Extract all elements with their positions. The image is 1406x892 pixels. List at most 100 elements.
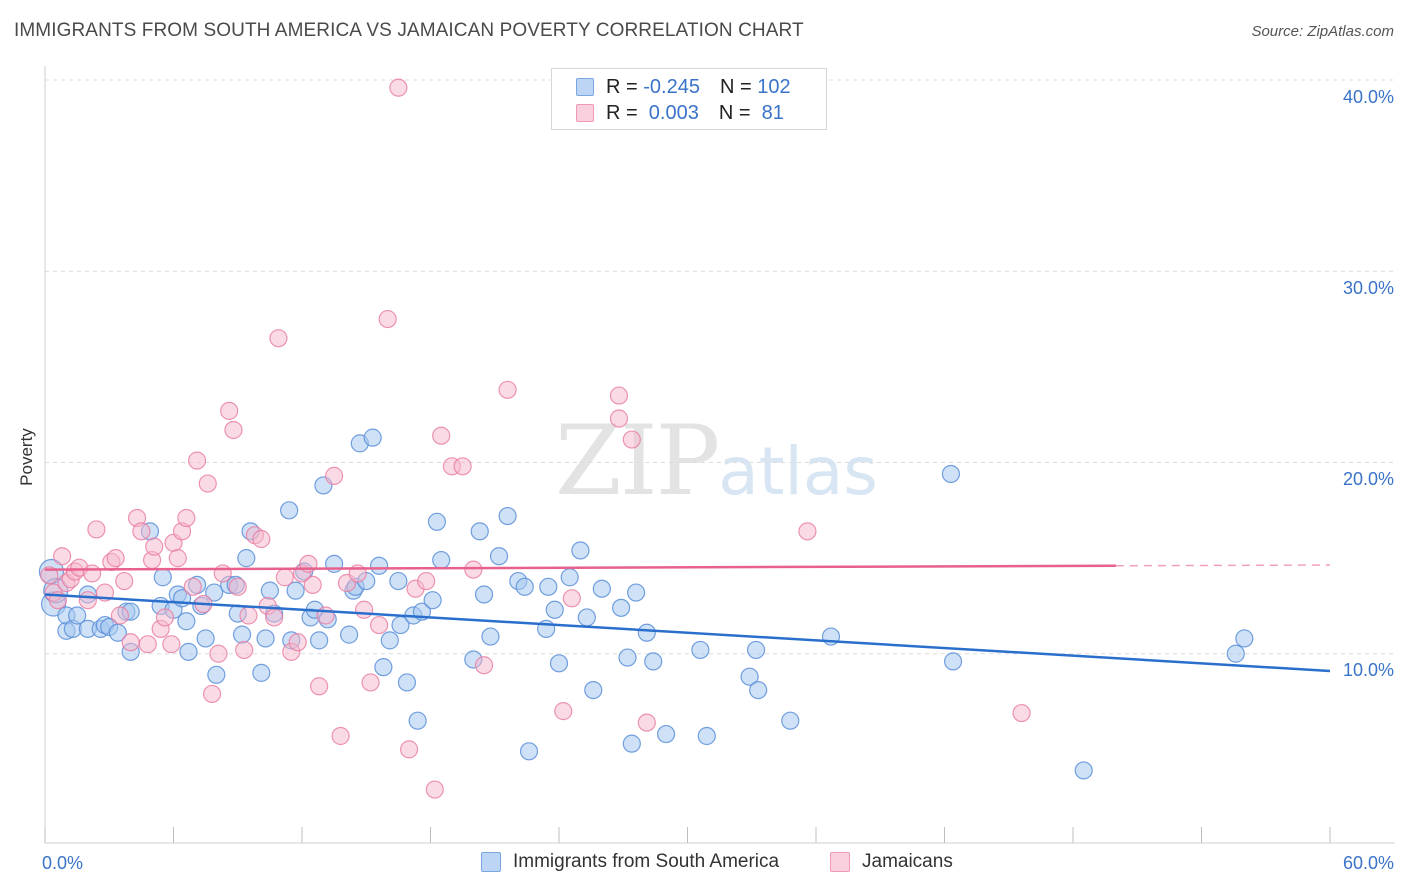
trend-line-jamaicans-extension bbox=[1115, 564, 1331, 567]
point-jamaicans bbox=[798, 522, 817, 541]
point-jamaicans bbox=[275, 568, 294, 587]
y-tick-10: 10.0% bbox=[1342, 660, 1394, 680]
point-jamaicans bbox=[121, 633, 140, 652]
point-jamaicans bbox=[145, 537, 164, 556]
point-jamaicans bbox=[87, 520, 106, 539]
series-jamaicans-points bbox=[40, 78, 1031, 799]
point-south-america bbox=[577, 608, 596, 627]
point-south-america bbox=[397, 673, 417, 692]
x-tick-min: 0.0% bbox=[42, 853, 84, 873]
point-jamaicans bbox=[40, 566, 59, 585]
point-jamaicans bbox=[554, 702, 573, 721]
point-jamaicans bbox=[162, 635, 181, 654]
point-jamaicans bbox=[1012, 703, 1031, 723]
point-south-america bbox=[256, 629, 275, 648]
point-jamaicans bbox=[202, 684, 222, 704]
point-south-america bbox=[280, 501, 299, 520]
point-south-america bbox=[626, 583, 646, 602]
legend-label-jamaicans: Jamaicans bbox=[862, 851, 953, 872]
axes bbox=[44, 66, 1395, 844]
point-jamaicans bbox=[213, 564, 232, 583]
point-jamaicans bbox=[78, 591, 97, 610]
legend-swatch-pink bbox=[830, 852, 850, 872]
point-jamaicans bbox=[235, 640, 254, 660]
legend-label-south-america: Immigrants from South America bbox=[513, 851, 780, 872]
point-jamaicans bbox=[168, 549, 187, 568]
point-south-america bbox=[545, 600, 564, 619]
trend-line-jamaicans bbox=[44, 564, 1116, 571]
y-tick-30: 30.0% bbox=[1342, 278, 1394, 298]
point-south-america bbox=[374, 658, 393, 677]
legend-r-value: 0.003 bbox=[643, 101, 699, 124]
point-south-america bbox=[232, 625, 252, 644]
point-south-america bbox=[432, 550, 451, 570]
point-south-america bbox=[943, 652, 963, 671]
point-south-america bbox=[571, 541, 590, 560]
point-south-america bbox=[310, 631, 329, 650]
point-south-america bbox=[179, 642, 198, 661]
series-legend: Immigrants from South America Jamaicans bbox=[0, 851, 1406, 879]
point-jamaicans bbox=[453, 457, 472, 476]
point-jamaicans bbox=[220, 401, 239, 420]
legend-row-south-america: R = -0.245 N = 102 bbox=[576, 74, 791, 100]
watermark: ZIPatlas bbox=[555, 405, 878, 517]
point-jamaicans bbox=[187, 451, 207, 470]
point-south-america bbox=[560, 568, 579, 587]
point-south-america bbox=[618, 648, 637, 667]
legend-item-south-america: Immigrants from South America bbox=[481, 851, 779, 873]
point-jamaicans bbox=[622, 430, 641, 449]
point-jamaicans bbox=[425, 780, 444, 799]
legend-n-label: N = bbox=[719, 75, 758, 98]
y-tick-20: 20.0% bbox=[1342, 469, 1394, 489]
watermark-zip: ZIP bbox=[555, 405, 720, 517]
point-jamaicans bbox=[316, 606, 335, 625]
legend-n-value: 102 bbox=[757, 75, 791, 98]
watermark-atlas: atlas bbox=[718, 433, 878, 510]
point-south-america bbox=[1074, 761, 1093, 780]
point-jamaicans bbox=[252, 529, 271, 549]
point-south-america bbox=[746, 640, 766, 660]
point-jamaicans bbox=[110, 606, 130, 625]
point-jamaicans bbox=[331, 726, 350, 746]
point-jamaicans bbox=[198, 474, 217, 493]
point-south-america bbox=[389, 571, 408, 591]
point-jamaicans bbox=[288, 633, 307, 652]
point-jamaicans bbox=[399, 740, 419, 759]
point-jamaicans bbox=[83, 564, 102, 583]
point-south-america bbox=[470, 522, 489, 541]
point-jamaicans bbox=[106, 549, 125, 568]
point-jamaicans bbox=[432, 426, 451, 445]
point-jamaicans bbox=[177, 508, 196, 528]
point-south-america bbox=[691, 640, 710, 660]
point-south-america bbox=[656, 724, 676, 744]
legend-n-value: 81 bbox=[756, 101, 784, 124]
x-tick-max: 60.0% bbox=[1342, 853, 1394, 873]
point-jamaicans bbox=[265, 608, 284, 627]
point-south-america bbox=[515, 577, 534, 596]
point-jamaicans bbox=[115, 571, 134, 591]
point-jamaicans bbox=[562, 589, 581, 608]
legend-swatch-pink bbox=[576, 104, 594, 122]
point-south-america bbox=[489, 547, 509, 566]
point-jamaicans bbox=[389, 78, 408, 97]
point-south-america bbox=[539, 577, 558, 596]
point-jamaicans bbox=[417, 571, 436, 591]
point-jamaicans bbox=[370, 615, 389, 635]
point-jamaicans bbox=[325, 466, 344, 485]
point-jamaicans bbox=[155, 608, 175, 627]
point-south-america bbox=[1235, 629, 1254, 648]
point-south-america bbox=[252, 663, 271, 682]
point-south-america bbox=[474, 585, 494, 604]
point-south-america bbox=[481, 627, 500, 646]
point-south-america bbox=[68, 606, 87, 625]
trend-line-south-america bbox=[44, 593, 1331, 673]
point-south-america bbox=[519, 742, 539, 761]
legend-item-jamaicans: Jamaicans bbox=[830, 851, 953, 873]
point-jamaicans bbox=[303, 575, 322, 595]
point-south-america bbox=[380, 631, 399, 650]
point-south-america bbox=[697, 726, 716, 746]
point-south-america bbox=[408, 711, 427, 730]
point-south-america bbox=[781, 711, 800, 730]
point-south-america bbox=[237, 549, 256, 568]
